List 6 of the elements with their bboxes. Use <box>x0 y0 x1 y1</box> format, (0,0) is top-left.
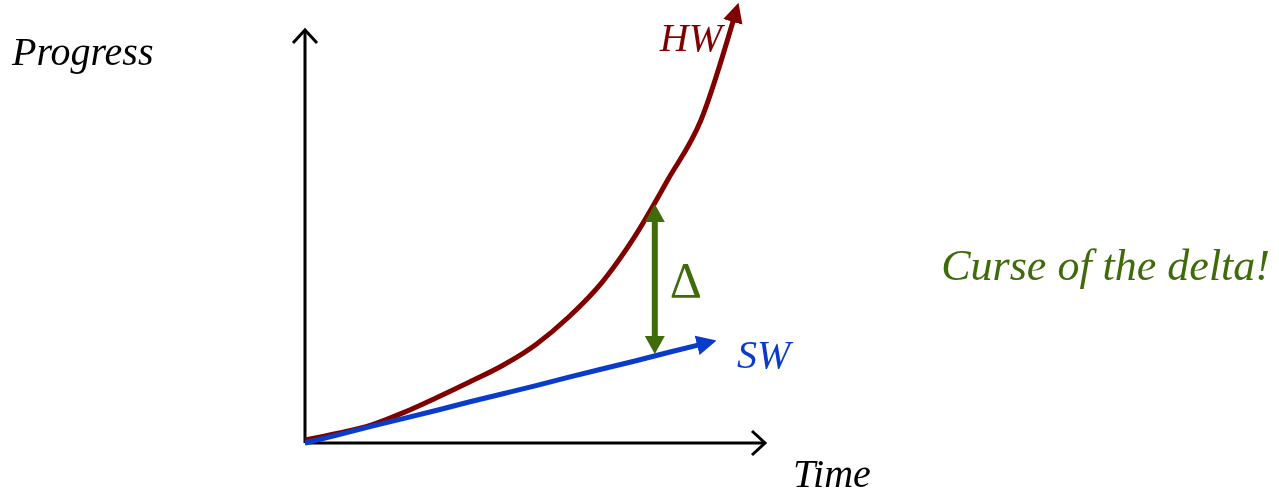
y-axis-title: Progress <box>11 29 154 74</box>
series-label: HW <box>658 15 726 60</box>
series-label: SW <box>737 332 794 378</box>
annotation: Δ <box>669 251 702 308</box>
x-axis-title: Time <box>793 451 871 494</box>
text: Curse of the delta! <box>941 241 1270 290</box>
